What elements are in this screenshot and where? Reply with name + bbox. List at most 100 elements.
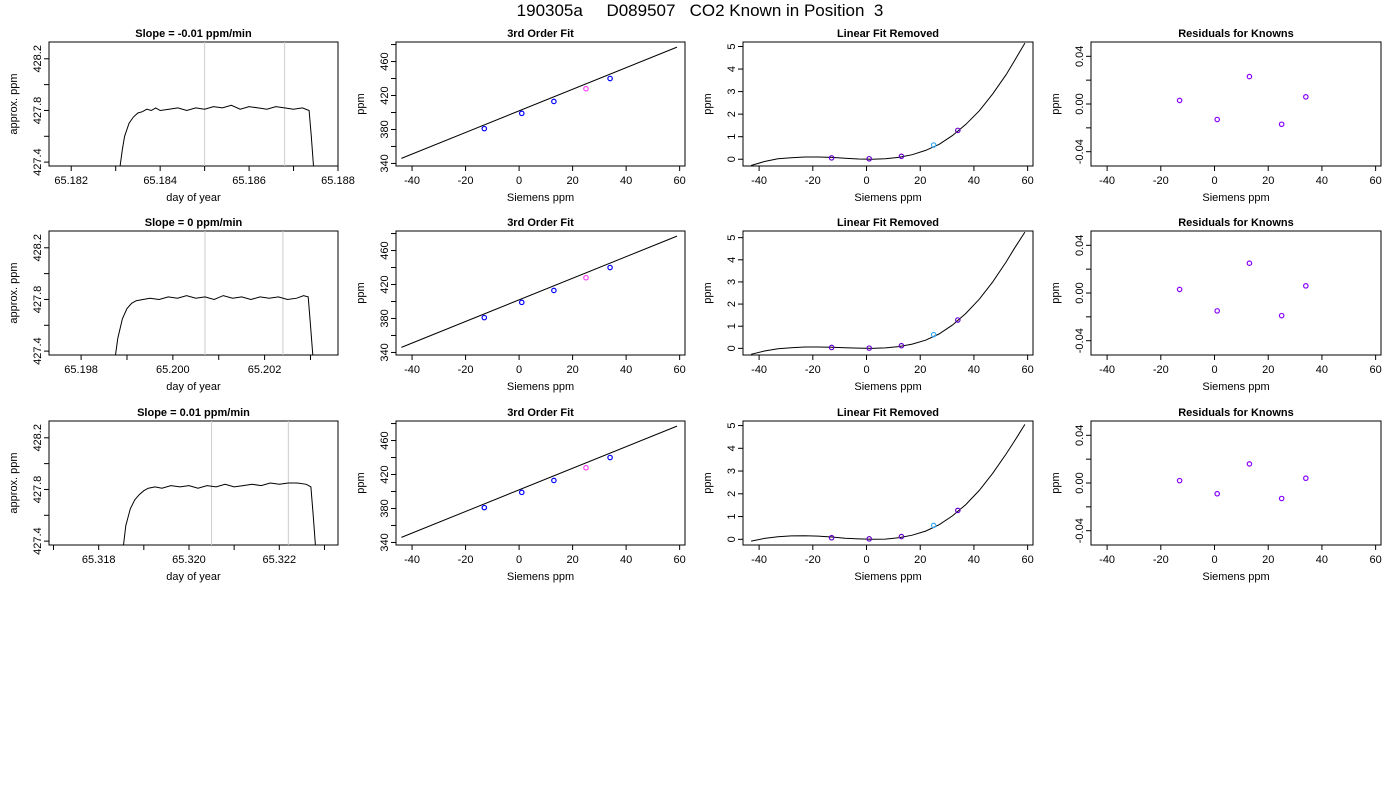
y-axis-label: ppm xyxy=(355,472,367,493)
data-point xyxy=(1246,461,1253,467)
data-point xyxy=(1214,490,1221,497)
y-tick-label: 2 xyxy=(726,301,738,307)
x-tick-label: 0 xyxy=(516,364,522,376)
plot-area xyxy=(1176,461,1309,502)
data-point xyxy=(583,464,589,471)
chart-title: Linear Fit Removed xyxy=(837,28,939,40)
chart-title: Slope = -0.01 ppm/min xyxy=(135,28,252,40)
data-point xyxy=(828,155,835,161)
x-tick-label: 60 xyxy=(1370,554,1382,566)
y-tick-label: 428.2 xyxy=(32,45,44,73)
fit-line xyxy=(401,235,678,348)
x-tick-label: 40 xyxy=(968,175,980,187)
x-tick-label: 60 xyxy=(674,554,686,566)
y-tick-label: 420 xyxy=(379,465,391,483)
data-point xyxy=(866,345,873,351)
chart-panel-1: Slope = -0.01 ppm/min 65.182 65.184 65.186 6… xyxy=(8,28,355,204)
chart-panel-6: 3rd Order Fit -40 -20 0 20 40 60 340 380 420 460 Si… xyxy=(355,217,686,393)
data-point xyxy=(1303,283,1309,289)
data-point xyxy=(1176,286,1183,293)
data-point xyxy=(518,110,525,117)
x-tick-label: 60 xyxy=(1022,175,1034,187)
x-tick-label: 40 xyxy=(620,554,632,566)
y-axis-label: ppm xyxy=(355,93,367,114)
fit-line xyxy=(401,425,678,538)
y-tick-label: 1 xyxy=(726,323,738,329)
x-tick-label: -40 xyxy=(751,554,767,566)
x-tick-label: -20 xyxy=(805,364,821,376)
data-trace-line xyxy=(115,295,314,355)
fit-curve xyxy=(750,42,1026,166)
y-axis-label: ppm xyxy=(1050,472,1062,493)
chart-panel-10: 3rd Order Fit -40 -20 0 20 40 60 340 380 420 460 Si… xyxy=(355,407,686,583)
plot-frame xyxy=(395,41,686,167)
plot-area xyxy=(401,425,678,538)
x-tick-label: 0 xyxy=(863,364,869,376)
x-tick-label: 20 xyxy=(566,175,578,187)
y-tick-label: 3 xyxy=(726,279,738,285)
data-point xyxy=(898,533,905,540)
plot-frame xyxy=(48,230,339,356)
chart-panel-4: Residuals for Knowns -40 -20 0 20 40 60 -0.04 0.… xyxy=(1050,28,1382,204)
data-point xyxy=(898,342,905,349)
y-axis-label: approx. ppm xyxy=(8,73,20,134)
x-tick-label: 0 xyxy=(516,175,522,187)
y-tick-label: 427.8 xyxy=(32,97,44,125)
y-tick-label: 4 xyxy=(726,445,738,451)
data-point xyxy=(955,507,961,514)
y-tick-label: 0.04 xyxy=(1074,46,1086,67)
x-axis-label: Siemens ppm xyxy=(854,571,921,583)
data-point xyxy=(551,98,557,105)
y-tick-label: 4 xyxy=(726,66,738,72)
y-tick-label: 1 xyxy=(726,513,738,519)
x-axis-label: Siemens ppm xyxy=(507,571,574,583)
fit-line xyxy=(401,46,678,159)
data-point xyxy=(1176,97,1183,104)
data-point xyxy=(583,274,589,281)
y-tick-label: 340 xyxy=(379,343,391,361)
y-tick-label: 460 xyxy=(379,241,391,259)
x-axis-label: day of year xyxy=(166,192,221,204)
plot-area xyxy=(1176,260,1309,319)
y-tick-label: -0.04 xyxy=(1074,518,1086,543)
plot-frame xyxy=(395,420,686,546)
data-point xyxy=(1278,121,1285,128)
chart-panel-5: Slope = 0 ppm/min 65.198 65.200 65.202 427.4… xyxy=(8,217,339,393)
y-axis-label: approx. ppm xyxy=(8,262,20,323)
x-tick-label: 0 xyxy=(1211,175,1217,187)
y-axis-label: approx. ppm xyxy=(8,452,20,513)
data-point xyxy=(551,477,557,484)
x-tick-label: 40 xyxy=(968,364,980,376)
x-tick-label: 65.200 xyxy=(156,364,190,376)
x-axis-label: Siemens ppm xyxy=(1202,571,1269,583)
chart-title: 3rd Order Fit xyxy=(507,407,574,419)
x-axis-label: Siemens ppm xyxy=(507,192,574,204)
chart-title: 3rd Order Fit xyxy=(507,217,574,229)
x-tick-label: 65.320 xyxy=(172,554,206,566)
chart-title: Slope = 0.01 ppm/min xyxy=(137,407,250,419)
y-tick-label: 2 xyxy=(726,111,738,117)
plot-area xyxy=(750,42,1026,166)
plot-frame xyxy=(48,420,339,546)
x-tick-label: 20 xyxy=(1262,175,1274,187)
x-tick-label: 20 xyxy=(566,554,578,566)
y-tick-label: 0 xyxy=(726,536,738,542)
x-tick-label: 65.186 xyxy=(232,175,266,187)
y-axis-label: ppm xyxy=(1050,93,1062,114)
plot-area xyxy=(401,235,678,348)
x-tick-label: -20 xyxy=(1153,175,1169,187)
data-point xyxy=(866,536,873,542)
y-tick-label: 0 xyxy=(726,156,738,162)
y-tick-label: -0.04 xyxy=(1074,328,1086,353)
x-tick-label: 65.182 xyxy=(54,175,88,187)
x-tick-label: 0 xyxy=(1211,364,1217,376)
y-tick-label: 427.4 xyxy=(32,148,44,176)
x-axis-label: day of year xyxy=(166,571,221,583)
y-tick-label: 5 xyxy=(726,235,738,241)
chart-title: Linear Fit Removed xyxy=(837,407,939,419)
chart-title: Linear Fit Removed xyxy=(837,217,939,229)
y-tick-label: 428.2 xyxy=(32,424,44,452)
y-tick-label: 420 xyxy=(379,86,391,104)
x-tick-label: -40 xyxy=(1099,364,1115,376)
